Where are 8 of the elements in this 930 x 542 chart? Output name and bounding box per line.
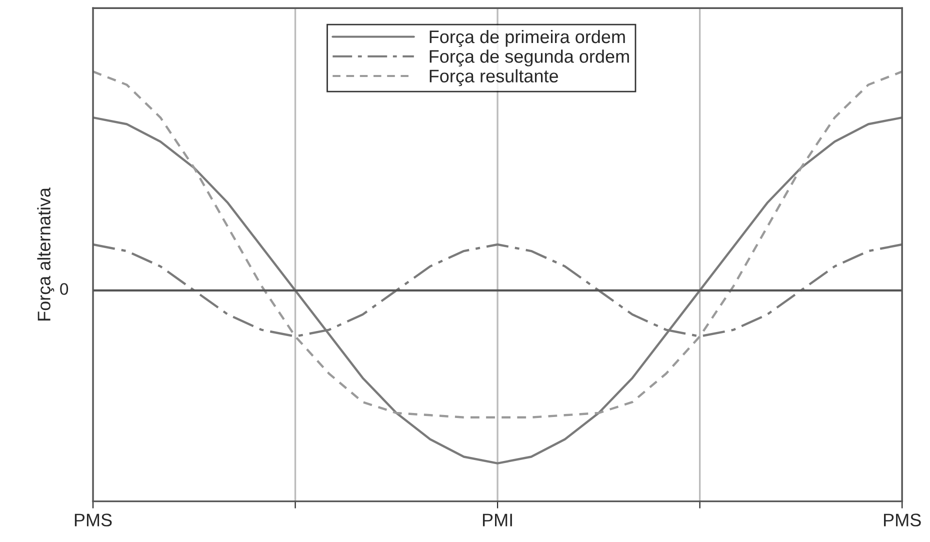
x-tick-label: PMS [884, 514, 921, 526]
x-tick-label: PMI [482, 514, 512, 526]
legend-label: Força de primeira ordem [430, 30, 625, 47]
y-axis-title: Força alternativa [37, 188, 54, 320]
legend-label: Força de segunda ordem [430, 50, 629, 66]
text: 0 [60, 283, 68, 295]
x-tick-label: PMS [74, 514, 112, 526]
legend-label: Força resultante [430, 69, 558, 86]
